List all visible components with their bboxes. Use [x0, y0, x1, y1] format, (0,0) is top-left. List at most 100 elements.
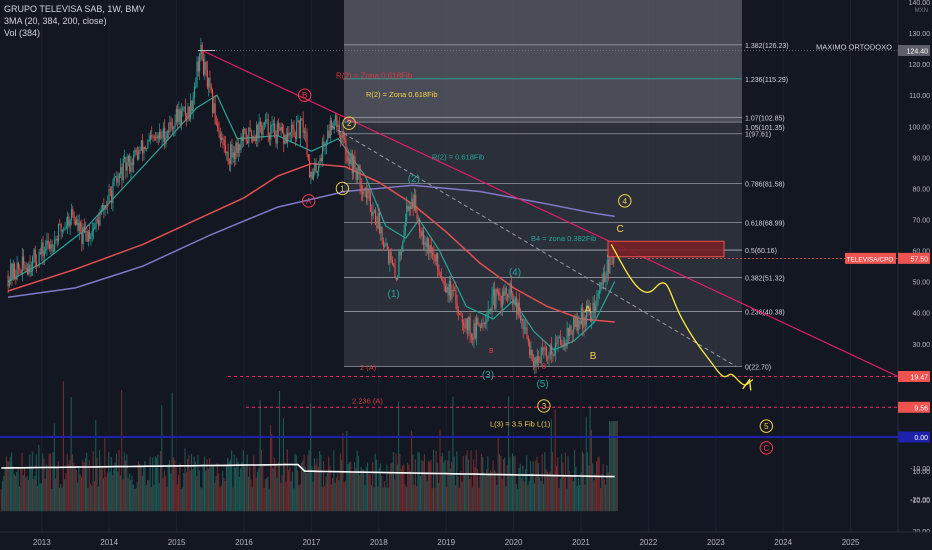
forecast-path[interactable]: [610, 244, 754, 391]
volume-bar: [470, 450, 472, 512]
volume-bar: [357, 455, 360, 512]
candle-body: [68, 216, 70, 227]
candle-body: [243, 128, 245, 142]
candle-body: [600, 282, 602, 291]
price-axis[interactable]: 140.00 130.00 120.00 110.00 100.00 90.00 80.00…: [845, 0, 932, 536]
candle-body: [36, 261, 38, 266]
candle-body: [121, 167, 123, 181]
volume-bar: [260, 449, 262, 512]
forecast-curve: [610, 244, 754, 386]
time-axis[interactable]: 2013 2014 2015 2016 2017 2018 2019 2020 2021 2022…: [0, 531, 932, 550]
candle-body: [29, 264, 31, 273]
candle-body: [157, 135, 159, 139]
volume-bar: [483, 472, 485, 512]
volume-bar: [426, 480, 428, 512]
volume-bar: [288, 469, 290, 512]
candle-body: [156, 135, 158, 139]
symbol-title[interactable]: GRUPO TELEVISA SAB, 1W, BMV: [4, 4, 145, 14]
candle-body: [588, 307, 590, 309]
volume-bar: [352, 472, 354, 512]
candle-body: [112, 181, 114, 204]
candle-body: [355, 167, 357, 180]
candle-body: [605, 276, 607, 282]
candle-body: [519, 315, 522, 321]
wave-label: (2): [408, 174, 420, 185]
candle-body: [421, 230, 423, 237]
wave-circle: [618, 194, 632, 208]
volume-bar: [414, 459, 416, 512]
volume-bar: [105, 476, 107, 512]
candle-body: [397, 277, 399, 281]
candle-body: [136, 151, 139, 160]
candle-body: [294, 136, 296, 139]
volume-bar: [597, 457, 599, 512]
volume-bar: [219, 487, 221, 512]
volume-bar: [408, 464, 410, 512]
volume-bar: [22, 475, 24, 512]
time-tick-label: 2014: [100, 538, 118, 547]
candle-body: [221, 137, 223, 140]
candle-body: [23, 256, 25, 265]
volume-bar: [482, 457, 484, 512]
volume-bar: [328, 456, 330, 512]
candle-body: [47, 240, 49, 245]
volume-bar: [361, 469, 363, 512]
volume-bar: [400, 469, 402, 512]
ma-indicator-label[interactable]: 3MA (20, 384, 200, close): [4, 16, 107, 26]
volume-bar: [220, 485, 222, 512]
candle-body: [149, 135, 151, 140]
volume-bar: [165, 476, 167, 512]
volume-bar: [602, 464, 604, 512]
volume-bar: [329, 466, 331, 512]
volume-bar: [422, 461, 424, 512]
volume-bar: [324, 485, 326, 512]
volume-bar: [495, 471, 497, 512]
volume-bar: [391, 462, 393, 512]
time-tick-label: 2021: [572, 538, 590, 547]
volume-bar: [144, 461, 146, 512]
volume-bar: [322, 461, 325, 512]
candle-body: [192, 97, 194, 111]
volume-bar: [109, 471, 111, 512]
annotation-r2-teal: R(2) = 0.618Fib: [432, 152, 484, 161]
candle-body: [338, 124, 340, 135]
volume-indicator-label[interactable]: Vol (384): [4, 28, 41, 38]
volume-bar: [432, 449, 435, 512]
ma-line-20: [7, 94, 616, 351]
volume-bar: [442, 452, 444, 512]
volume-bar: [4, 467, 6, 512]
candle-body: [11, 263, 13, 279]
candle-body: [563, 342, 566, 346]
wave-label: B: [489, 348, 494, 355]
candle-body: [419, 218, 421, 232]
volume-bar: [176, 484, 178, 512]
candle-body: [368, 188, 370, 193]
trendlines[interactable]: [198, 49, 899, 378]
volume-bar: [285, 481, 287, 512]
candle-body: [324, 145, 326, 147]
volume-bar: [35, 454, 37, 512]
volume-bar: [330, 484, 332, 512]
volume-bar: [355, 467, 357, 512]
candle-body: [404, 221, 406, 231]
candle-body: [218, 130, 220, 134]
candle-body: [142, 140, 144, 154]
volume-bar: [179, 463, 181, 512]
volume-bar: [467, 459, 470, 512]
volume-bar: [61, 487, 63, 512]
candle-body: [263, 122, 265, 125]
volume-bar: [589, 405, 591, 512]
volume-bar: [135, 488, 137, 512]
candle-body: [526, 327, 528, 338]
candle-body: [114, 176, 117, 178]
volume-bar: [26, 475, 28, 512]
candle-body: [305, 131, 307, 133]
volume-bar: [24, 468, 26, 512]
volume-bar: [500, 455, 502, 512]
volume-bar: [502, 459, 504, 512]
price-tag: [898, 401, 930, 413]
wave-label: C: [616, 224, 623, 235]
candle-body: [557, 337, 559, 343]
wave-label: 2: [347, 119, 352, 128]
